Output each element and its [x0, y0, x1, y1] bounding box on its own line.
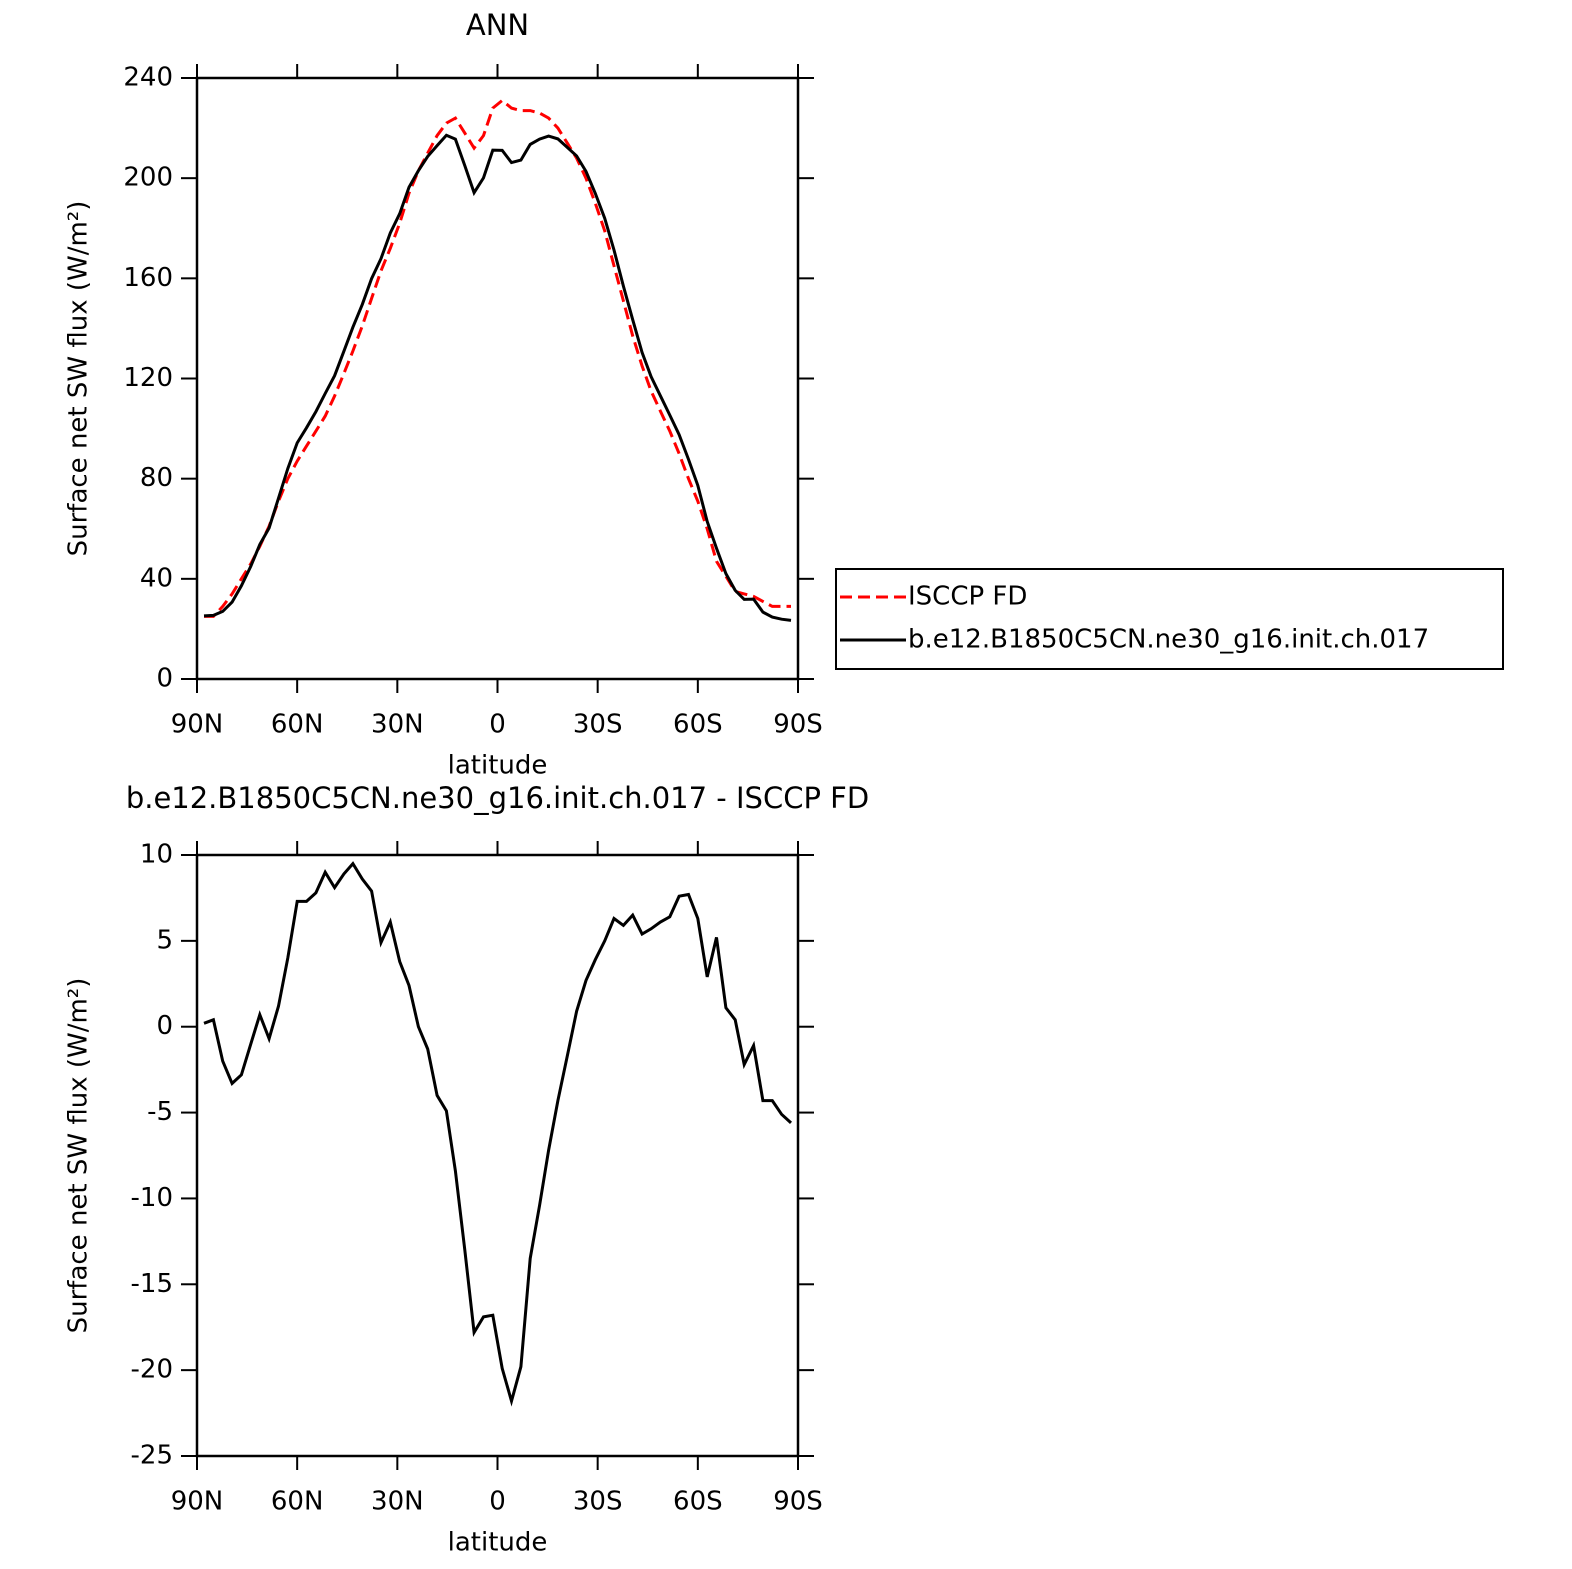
y-axis-label: Surface net SW flux (W/m²): [64, 978, 94, 1334]
y-tick-label: 10: [140, 840, 173, 870]
legend-box: [835, 568, 1504, 670]
x-tick-label: 60N: [271, 710, 324, 740]
y-tick-label: 0: [156, 664, 173, 694]
x-tick-label: 60S: [673, 710, 723, 740]
chart-title: ANN: [466, 8, 529, 42]
y-tick-label: -5: [147, 1097, 173, 1127]
x-tick-label: 30N: [371, 1487, 424, 1517]
x-tick-label: 60N: [271, 1487, 324, 1517]
x-tick-label: 0: [489, 710, 506, 740]
y-axis-label: Surface net SW flux (W/m²): [64, 201, 94, 557]
y-tick-label: 120: [123, 363, 173, 393]
data-line: [203, 861, 793, 1407]
x-tick-label: 30N: [371, 710, 424, 740]
y-tick-label: -10: [131, 1183, 173, 1213]
x-tick-label: 60S: [673, 1487, 723, 1517]
data-line: [203, 133, 792, 622]
y-tick-label: 240: [123, 63, 173, 93]
plot-frame: [195, 76, 800, 681]
y-tick-label: -25: [131, 1441, 173, 1471]
chart-title: b.e12.B1850C5CN.ne30_g16.init.ch.017 - I…: [126, 781, 869, 815]
x-tick-label: 90N: [171, 710, 224, 740]
x-tick-label: 30S: [573, 710, 623, 740]
legend-label: ISCCP FD: [908, 582, 1027, 612]
data-line: [204, 98, 791, 618]
x-axis-label: latitude: [448, 1528, 548, 1558]
x-tick-label: 0: [489, 1487, 506, 1517]
legend-label: b.e12.B1850C5CN.ne30_g16.init.ch.017: [908, 625, 1429, 655]
y-tick-label: 0: [156, 1011, 173, 1041]
x-tick-label: 90S: [773, 710, 823, 740]
y-tick-label: 40: [140, 563, 173, 593]
x-tick-label: 90N: [171, 1487, 224, 1517]
x-tick-label: 30S: [573, 1487, 623, 1517]
y-tick-label: -20: [131, 1355, 173, 1385]
x-axis-label: latitude: [448, 751, 548, 781]
x-tick-label: 90S: [773, 1487, 823, 1517]
plot-frame: [195, 853, 800, 1458]
y-tick-label: 80: [140, 463, 173, 493]
y-tick-label: -15: [131, 1269, 173, 1299]
y-tick-label: 160: [123, 263, 173, 293]
y-tick-label: 200: [123, 163, 173, 193]
y-tick-label: 5: [156, 925, 173, 955]
